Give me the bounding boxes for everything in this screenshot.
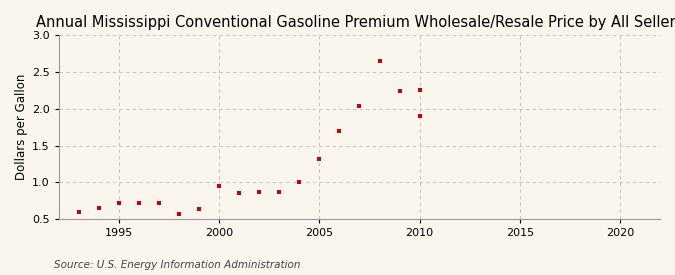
Point xyxy=(254,189,265,194)
Point xyxy=(334,129,345,133)
Point xyxy=(394,89,405,93)
Text: Source: U.S. Energy Information Administration: Source: U.S. Energy Information Administ… xyxy=(54,260,300,270)
Point xyxy=(274,189,285,194)
Point xyxy=(314,157,325,162)
Point xyxy=(113,200,124,205)
Point xyxy=(214,184,225,188)
Point xyxy=(154,200,165,205)
Point xyxy=(134,200,144,205)
Point xyxy=(414,114,425,118)
Point xyxy=(194,207,205,212)
Title: Annual Mississippi Conventional Gasoline Premium Wholesale/Resale Price by All S: Annual Mississippi Conventional Gasoline… xyxy=(36,15,675,30)
Point xyxy=(173,212,184,216)
Y-axis label: Dollars per Gallon: Dollars per Gallon xyxy=(15,74,28,180)
Point xyxy=(234,191,244,196)
Point xyxy=(74,210,84,214)
Point xyxy=(354,104,365,108)
Point xyxy=(374,59,385,63)
Point xyxy=(294,179,305,184)
Point xyxy=(94,206,105,210)
Point xyxy=(414,88,425,93)
